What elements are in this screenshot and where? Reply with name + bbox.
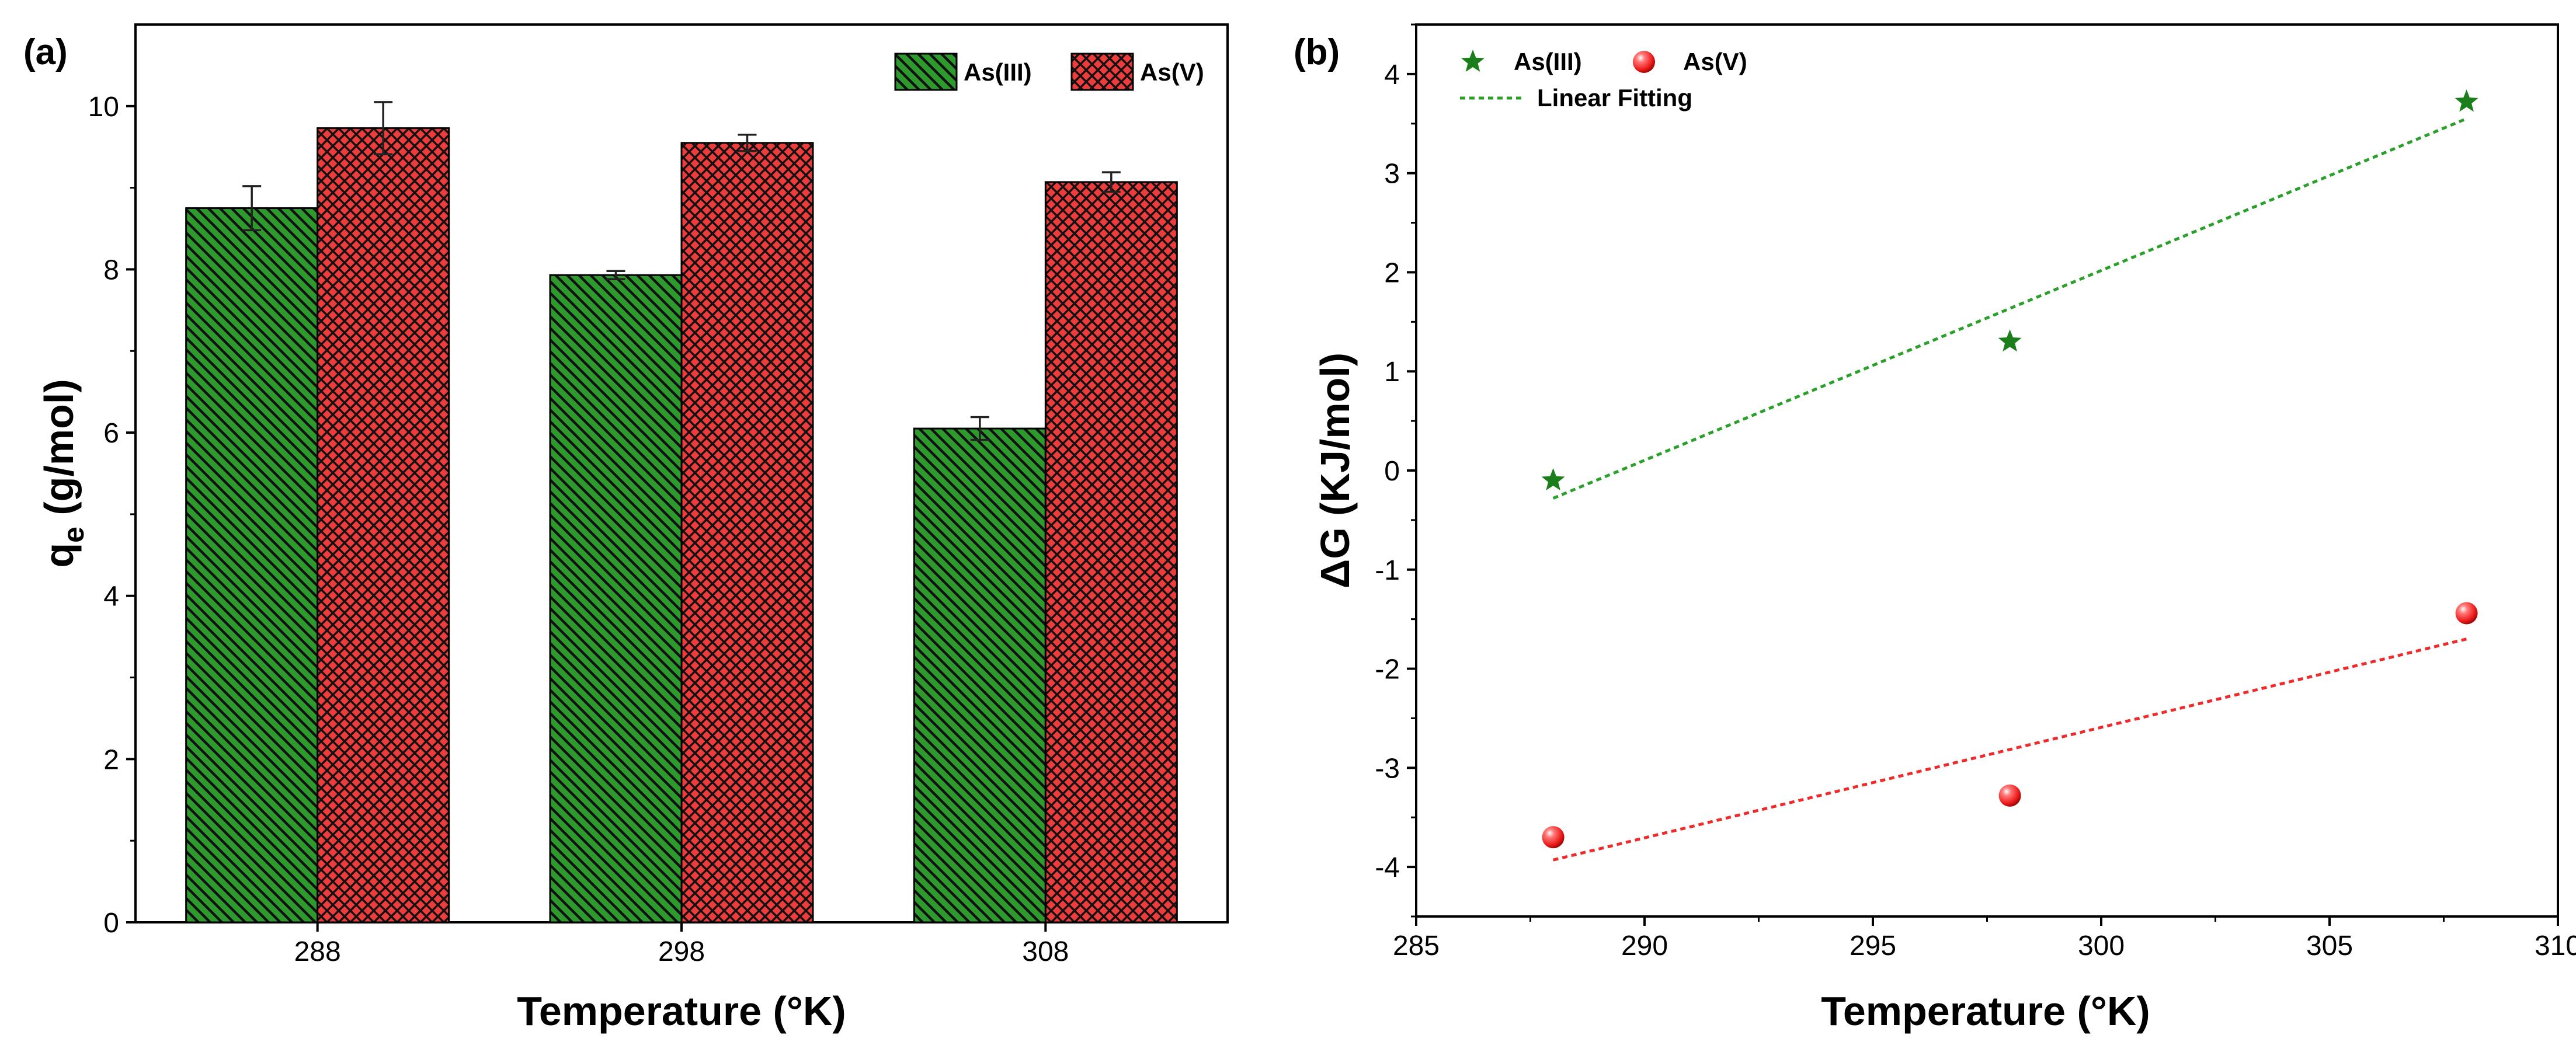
panel-a-error-bars: [242, 101, 1121, 441]
x-tick-label: 310: [2535, 930, 2576, 961]
point-as-iii-298: [1998, 329, 2022, 352]
panel-a-x-axis-title: Temperature (°K): [517, 988, 846, 1034]
y-title-symbol: q: [36, 543, 82, 568]
y-title-units: (g/mol): [36, 379, 82, 527]
legend-sphere-marker-icon: [1633, 51, 1655, 73]
y-tick-label: 1: [1384, 357, 1400, 388]
panel-a-y-axis-title: qe (g/mol): [36, 379, 90, 567]
panel-a-bars: [185, 127, 1178, 923]
y-tick-label: 4: [1384, 60, 1400, 90]
point-as-v-298: [1998, 784, 2021, 807]
y-title-subscript: e: [57, 527, 90, 543]
x-tick-label: 288: [294, 936, 341, 967]
y-tick-label: 6: [103, 418, 119, 449]
y-tick-label: 8: [103, 255, 119, 285]
panel-a-x-ticks: 288 298 308: [294, 922, 1069, 967]
legend-label-linear-fitting: Linear Fitting: [1537, 84, 1692, 111]
fit-line-asiii: [1552, 117, 2467, 500]
panel-b-legend: As(III) As(V) Linear Fitting: [1460, 48, 1747, 111]
x-tick-label: 308: [1022, 936, 1069, 967]
legend-swatch-as-iii: [894, 53, 958, 91]
error-bar: [1101, 171, 1121, 193]
bar-asv-288: [317, 127, 450, 923]
y-tick-label: 0: [103, 908, 119, 939]
legend-label-as-v: As(V): [1140, 58, 1204, 86]
x-tick-label: 305: [2306, 930, 2353, 961]
panel-b-scatter-chart: (b) -4 -3 -2 -1 0 1 2 3 4 285 290 295 300 305 310 Tem…: [1294, 23, 2576, 1034]
y-tick-label: 0: [1384, 456, 1400, 487]
y-tick-label: -1: [1375, 555, 1400, 586]
error-bar: [374, 101, 393, 156]
x-tick-label: 285: [1393, 930, 1440, 961]
error-bar: [970, 416, 989, 441]
x-tick-label: 290: [1621, 930, 1668, 961]
point-as-v-288: [1542, 826, 1565, 849]
panel-b-points: [1541, 89, 2478, 849]
y-tick-label: -3: [1375, 753, 1400, 784]
x-tick-label: 300: [2078, 930, 2125, 961]
legend-star-marker-icon: [1461, 50, 1485, 72]
y-tick-label: 10: [88, 92, 119, 123]
panel-a-legend: As(III) As(V): [894, 53, 1204, 91]
fit-line-asv: [1553, 637, 2467, 862]
legend-label-as-iii: As(III): [1514, 48, 1582, 75]
point-as-iii-288: [1541, 468, 1565, 490]
panel-b-label: (b): [1294, 32, 1340, 72]
panel-b-x-axis-title: Temperature (°K): [1821, 988, 2150, 1034]
error-bar: [738, 134, 757, 152]
bar-asiii-288: [185, 207, 319, 923]
y-tick-label: -2: [1375, 654, 1400, 685]
panel-b-fit-lines: [1552, 117, 2467, 862]
panel-b-y-ticks: -4 -3 -2 -1 0 1 2 3 4: [1375, 23, 1416, 918]
error-bar: [606, 270, 625, 280]
panel-a-y-ticks: 0 2 4 6 8 10: [88, 92, 135, 939]
x-tick-label: 298: [658, 936, 705, 967]
legend-label-as-v: As(V): [1683, 48, 1747, 75]
error-bar: [242, 185, 262, 232]
x-tick-label: 295: [1850, 930, 1896, 961]
bar-asv-308: [1044, 181, 1178, 923]
y-tick-label: 2: [103, 744, 119, 775]
point-as-iii-308: [2455, 89, 2478, 112]
panel-a-bar-chart: (a) 0 2 4 6 8 10 288 298 308 Temperature (°K) q…: [23, 23, 1229, 1034]
point-as-v-308: [2455, 602, 2478, 625]
panel-b-x-ticks: 285 290 295 300 305 310: [1393, 916, 2576, 961]
bar-asiii-298: [549, 274, 683, 923]
legend-swatch-as-v: [1070, 53, 1134, 91]
y-tick-label: -4: [1375, 852, 1400, 883]
y-tick-label: 4: [103, 581, 119, 612]
panel-b-y-axis-title: ΔG (KJ/mol): [1312, 353, 1358, 588]
legend-label-as-iii: As(III): [964, 58, 1032, 86]
bar-asiii-308: [913, 427, 1047, 923]
y-tick-label: 2: [1384, 257, 1400, 288]
panel-a-label: (a): [23, 32, 68, 72]
y-tick-label: 3: [1384, 159, 1400, 190]
panel-b-plot-frame: [1415, 23, 2559, 918]
bar-asv-298: [680, 142, 814, 923]
